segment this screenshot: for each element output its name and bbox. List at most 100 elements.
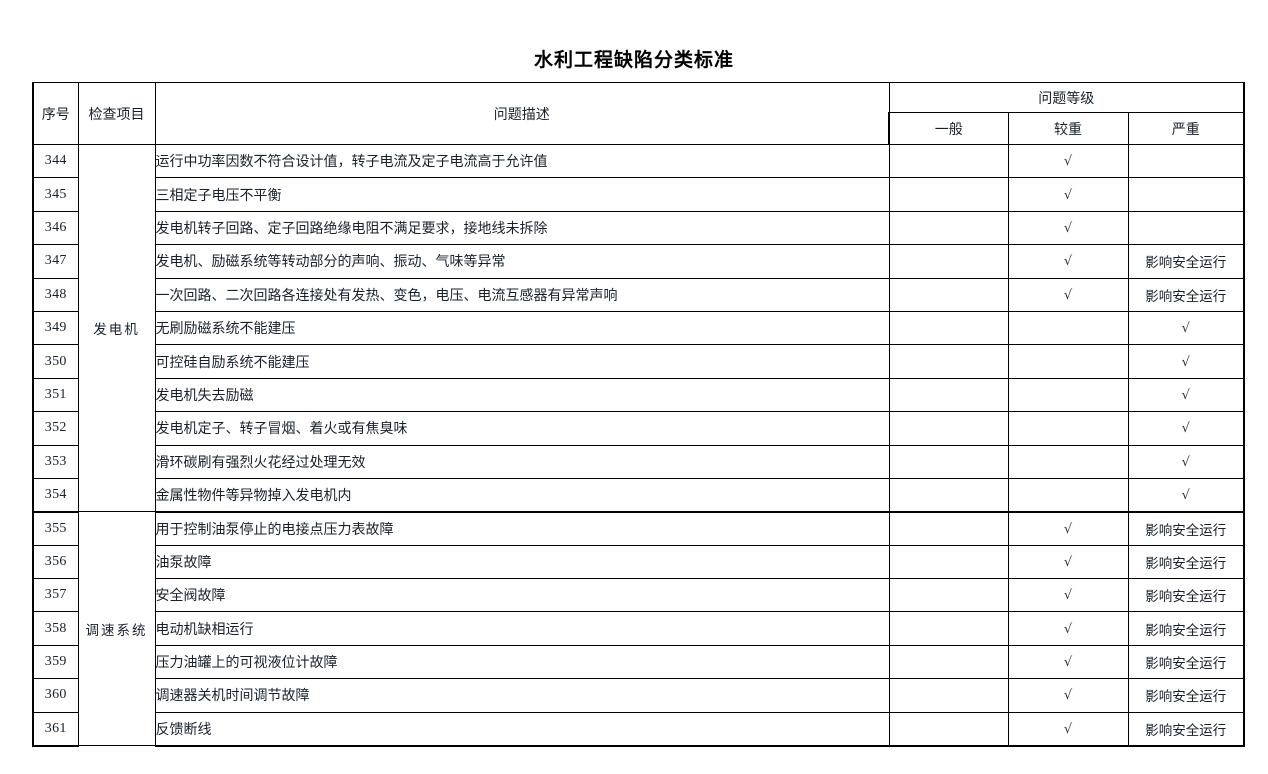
check-icon: √	[1063, 220, 1073, 236]
cell-sequence-number: 361	[32, 711, 79, 747]
cell-grade-general	[888, 177, 1009, 212]
cell-sequence-number: 355	[32, 511, 79, 546]
column-header-grade-severe: 严重	[1127, 112, 1246, 145]
defect-classification-table: 序号 检查项目 问题描述 问题等级 一般 较重 严重 344 发电机 运行中功率因数…	[32, 82, 1246, 747]
cell-sequence-number: 347	[32, 244, 79, 279]
check-icon: √	[1181, 487, 1190, 503]
check-icon: √	[1063, 588, 1073, 604]
cell-grade-serious	[1007, 411, 1129, 446]
cell-sequence-number: 353	[32, 444, 79, 479]
cell-problem-description: 发电机转子回路、定子回路绝缘电阻不满足要求，接地线未拆除	[154, 210, 890, 246]
column-header-grade-general: 一般	[888, 112, 1009, 145]
cell-grade-serious: √	[1007, 578, 1129, 613]
cell-grade-serious: √	[1007, 143, 1129, 179]
cell-problem-description: 压力油罐上的可视液位计故障	[154, 644, 890, 680]
check-icon: √	[1063, 287, 1073, 303]
cell-sequence-number: 358	[32, 611, 79, 646]
cell-grade-severe: 影响安全运行	[1127, 711, 1246, 747]
cell-grade-severe: 影响安全运行	[1127, 644, 1246, 680]
cell-sequence-number: 357	[32, 578, 79, 613]
cell-problem-description: 滑环碳刷有强烈火花经过处理无效	[154, 444, 890, 479]
cell-grade-serious: √	[1007, 244, 1129, 279]
cell-grade-serious	[1007, 444, 1129, 479]
cell-grade-serious: √	[1007, 678, 1129, 713]
cell-grade-general	[888, 344, 1009, 379]
column-header-description: 问题描述	[154, 82, 890, 145]
cell-problem-description: 一次回路、二次回路各连接处有发热、变色，电压、电流互感器有异常声响	[154, 277, 890, 312]
cell-sequence-number: 345	[32, 177, 79, 212]
cell-grade-general	[888, 578, 1009, 613]
cell-grade-serious	[1007, 310, 1129, 346]
cell-grade-serious: √	[1007, 644, 1129, 680]
column-header-grade-serious: 较重	[1007, 112, 1129, 145]
cell-sequence-number: 352	[32, 411, 79, 446]
check-icon: √	[1181, 321, 1190, 337]
cell-problem-description: 可控硅自励系统不能建压	[154, 344, 890, 379]
cell-inspection-item: 调速系统	[77, 511, 156, 747]
table-row: 346 发电机转子回路、定子回路绝缘电阻不满足要求，接地线未拆除 √	[32, 210, 1246, 246]
check-icon: √	[1063, 554, 1073, 570]
table-row: 354 金属性物件等异物掉入发电机内 √	[32, 477, 1246, 513]
table-row: 361 反馈断线 √ 影响安全运行	[32, 711, 1246, 747]
cell-grade-general	[888, 611, 1009, 646]
cell-grade-general	[888, 511, 1009, 546]
cell-grade-serious: √	[1007, 511, 1129, 546]
cell-grade-serious: √	[1007, 711, 1129, 747]
cell-grade-general	[888, 277, 1009, 312]
table-row: 352 发电机定子、转子冒烟、着火或有焦臭味 √	[32, 411, 1246, 446]
cell-inspection-item: 发电机	[77, 143, 156, 513]
cell-sequence-number: 344	[32, 143, 79, 179]
cell-grade-serious	[1007, 377, 1129, 413]
check-icon: √	[1181, 421, 1190, 437]
check-icon: √	[1063, 688, 1073, 704]
check-icon: √	[1181, 354, 1190, 370]
cell-grade-general	[888, 377, 1009, 413]
cell-grade-severe: 影响安全运行	[1127, 544, 1246, 580]
cell-grade-general	[888, 644, 1009, 680]
cell-grade-severe: √	[1127, 377, 1246, 413]
cell-problem-description: 发电机定子、转子冒烟、着火或有焦臭味	[154, 411, 890, 446]
cell-problem-description: 三相定子电压不平衡	[154, 177, 890, 212]
table-header: 序号 检查项目 问题描述 问题等级 一般 较重 严重	[32, 82, 1246, 145]
cell-sequence-number: 354	[32, 477, 79, 513]
check-icon: √	[1181, 454, 1190, 470]
table-row: 344 发电机 运行中功率因数不符合设计值，转子电流及定子电流高于允许值 √	[32, 143, 1246, 513]
cell-grade-general	[888, 544, 1009, 580]
cell-grade-severe: √	[1127, 444, 1246, 479]
table-row: 348 一次回路、二次回路各连接处有发热、变色，电压、电流互感器有异常声响 √ 影响安…	[32, 277, 1246, 312]
cell-problem-description: 金属性物件等异物掉入发电机内	[154, 477, 890, 513]
cell-grade-general	[888, 444, 1009, 479]
cell-grade-general	[888, 711, 1009, 747]
table-row: 359 压力油罐上的可视液位计故障 √ 影响安全运行	[32, 644, 1246, 680]
cell-grade-serious: √	[1007, 177, 1129, 212]
cell-grade-general	[888, 678, 1009, 713]
cell-grade-general	[888, 143, 1009, 179]
cell-grade-general	[888, 210, 1009, 246]
table-row: 347 发电机、励磁系统等转动部分的声响、振动、气味等异常 √ 影响安全运行	[32, 244, 1246, 279]
check-icon: √	[1181, 387, 1190, 403]
column-header-grade-group: 问题等级	[888, 82, 1246, 113]
table-row: 350 可控硅自励系统不能建压 √	[32, 344, 1246, 379]
table-row: 349 无刷励磁系统不能建压 √	[32, 310, 1246, 346]
cell-grade-general	[888, 411, 1009, 446]
cell-grade-general	[888, 244, 1009, 279]
cell-grade-severe	[1127, 143, 1246, 179]
table-body: 344 发电机 运行中功率因数不符合设计值，转子电流及定子电流高于允许值 √ 345 三相…	[32, 143, 1246, 747]
cell-problem-description: 无刷励磁系统不能建压	[154, 310, 890, 346]
cell-sequence-number: 349	[32, 310, 79, 346]
cell-grade-general	[888, 477, 1009, 513]
cell-grade-serious	[1007, 477, 1129, 513]
column-header-item: 检查项目	[77, 82, 156, 145]
table-header-row-top: 序号 检查项目 问题描述 问题等级	[32, 82, 1246, 145]
table-row: 360 调速器关机时间调节故障 √ 影响安全运行	[32, 678, 1246, 713]
cell-problem-description: 用于控制油泵停止的电接点压力表故障	[154, 511, 890, 546]
column-header-no: 序号	[32, 82, 79, 145]
table-row: 356 油泵故障 √ 影响安全运行	[32, 544, 1246, 580]
cell-sequence-number: 356	[32, 544, 79, 580]
table-row: 357 安全阀故障 √ 影响安全运行	[32, 578, 1246, 613]
cell-sequence-number: 350	[32, 344, 79, 379]
table-row: 351 发电机失去励磁 √	[32, 377, 1246, 413]
cell-grade-severe: √	[1127, 411, 1246, 446]
cell-grade-severe: √	[1127, 477, 1246, 513]
